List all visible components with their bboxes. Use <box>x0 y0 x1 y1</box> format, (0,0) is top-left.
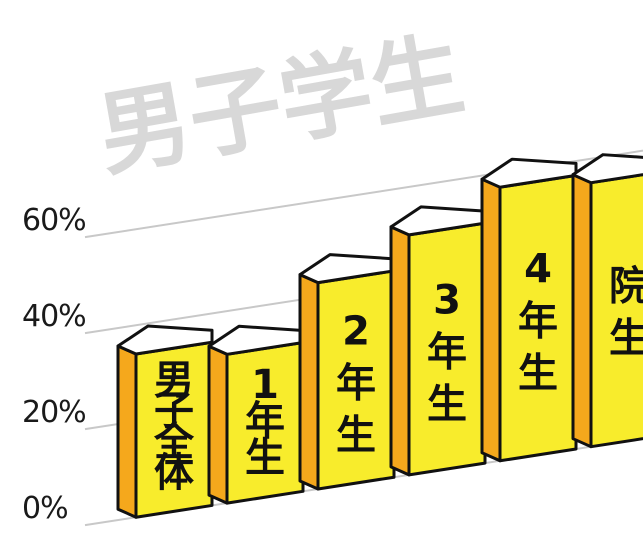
bar-6: 院生 <box>571 153 643 449</box>
bar-side <box>116 344 138 519</box>
bar-top <box>571 153 643 185</box>
y-tick-label: 40% <box>22 299 86 334</box>
chart-title-watermark: 男子学生 <box>90 20 471 189</box>
bar-3: 2 年生 <box>298 253 396 491</box>
bar-side <box>480 177 502 463</box>
bar-category-label: 3 年生 <box>427 278 467 428</box>
y-tick-label: 0% <box>22 491 68 526</box>
bar-side <box>571 173 593 449</box>
y-axis-ticks: 0% 20% 40% 60% <box>22 203 87 526</box>
bar-category-label: 院生 <box>609 263 643 361</box>
bar-category-label: 2 年生 <box>336 309 376 459</box>
bar-4: 3 年生 <box>389 205 487 477</box>
bar-category-label: 1 年生 <box>245 362 285 481</box>
y-tick-label: 60% <box>22 203 86 238</box>
bar-side <box>389 225 411 477</box>
bar-1: 男子全体 <box>116 324 214 519</box>
bar-top <box>116 324 214 356</box>
bar-2: 1 年生 <box>207 324 305 505</box>
bar-side <box>207 344 229 505</box>
bar-top <box>480 157 578 189</box>
bar-category-label: 男子全体 <box>153 357 195 496</box>
bar-side <box>298 273 320 491</box>
y-tick-label: 20% <box>22 395 86 430</box>
bar-category-label: 4 年生 <box>518 247 558 397</box>
bar-5: 4 年生 <box>480 157 578 463</box>
bars: 男子全体 1 年生 2 年生 3 年生 4 年生 院生 <box>116 153 643 519</box>
